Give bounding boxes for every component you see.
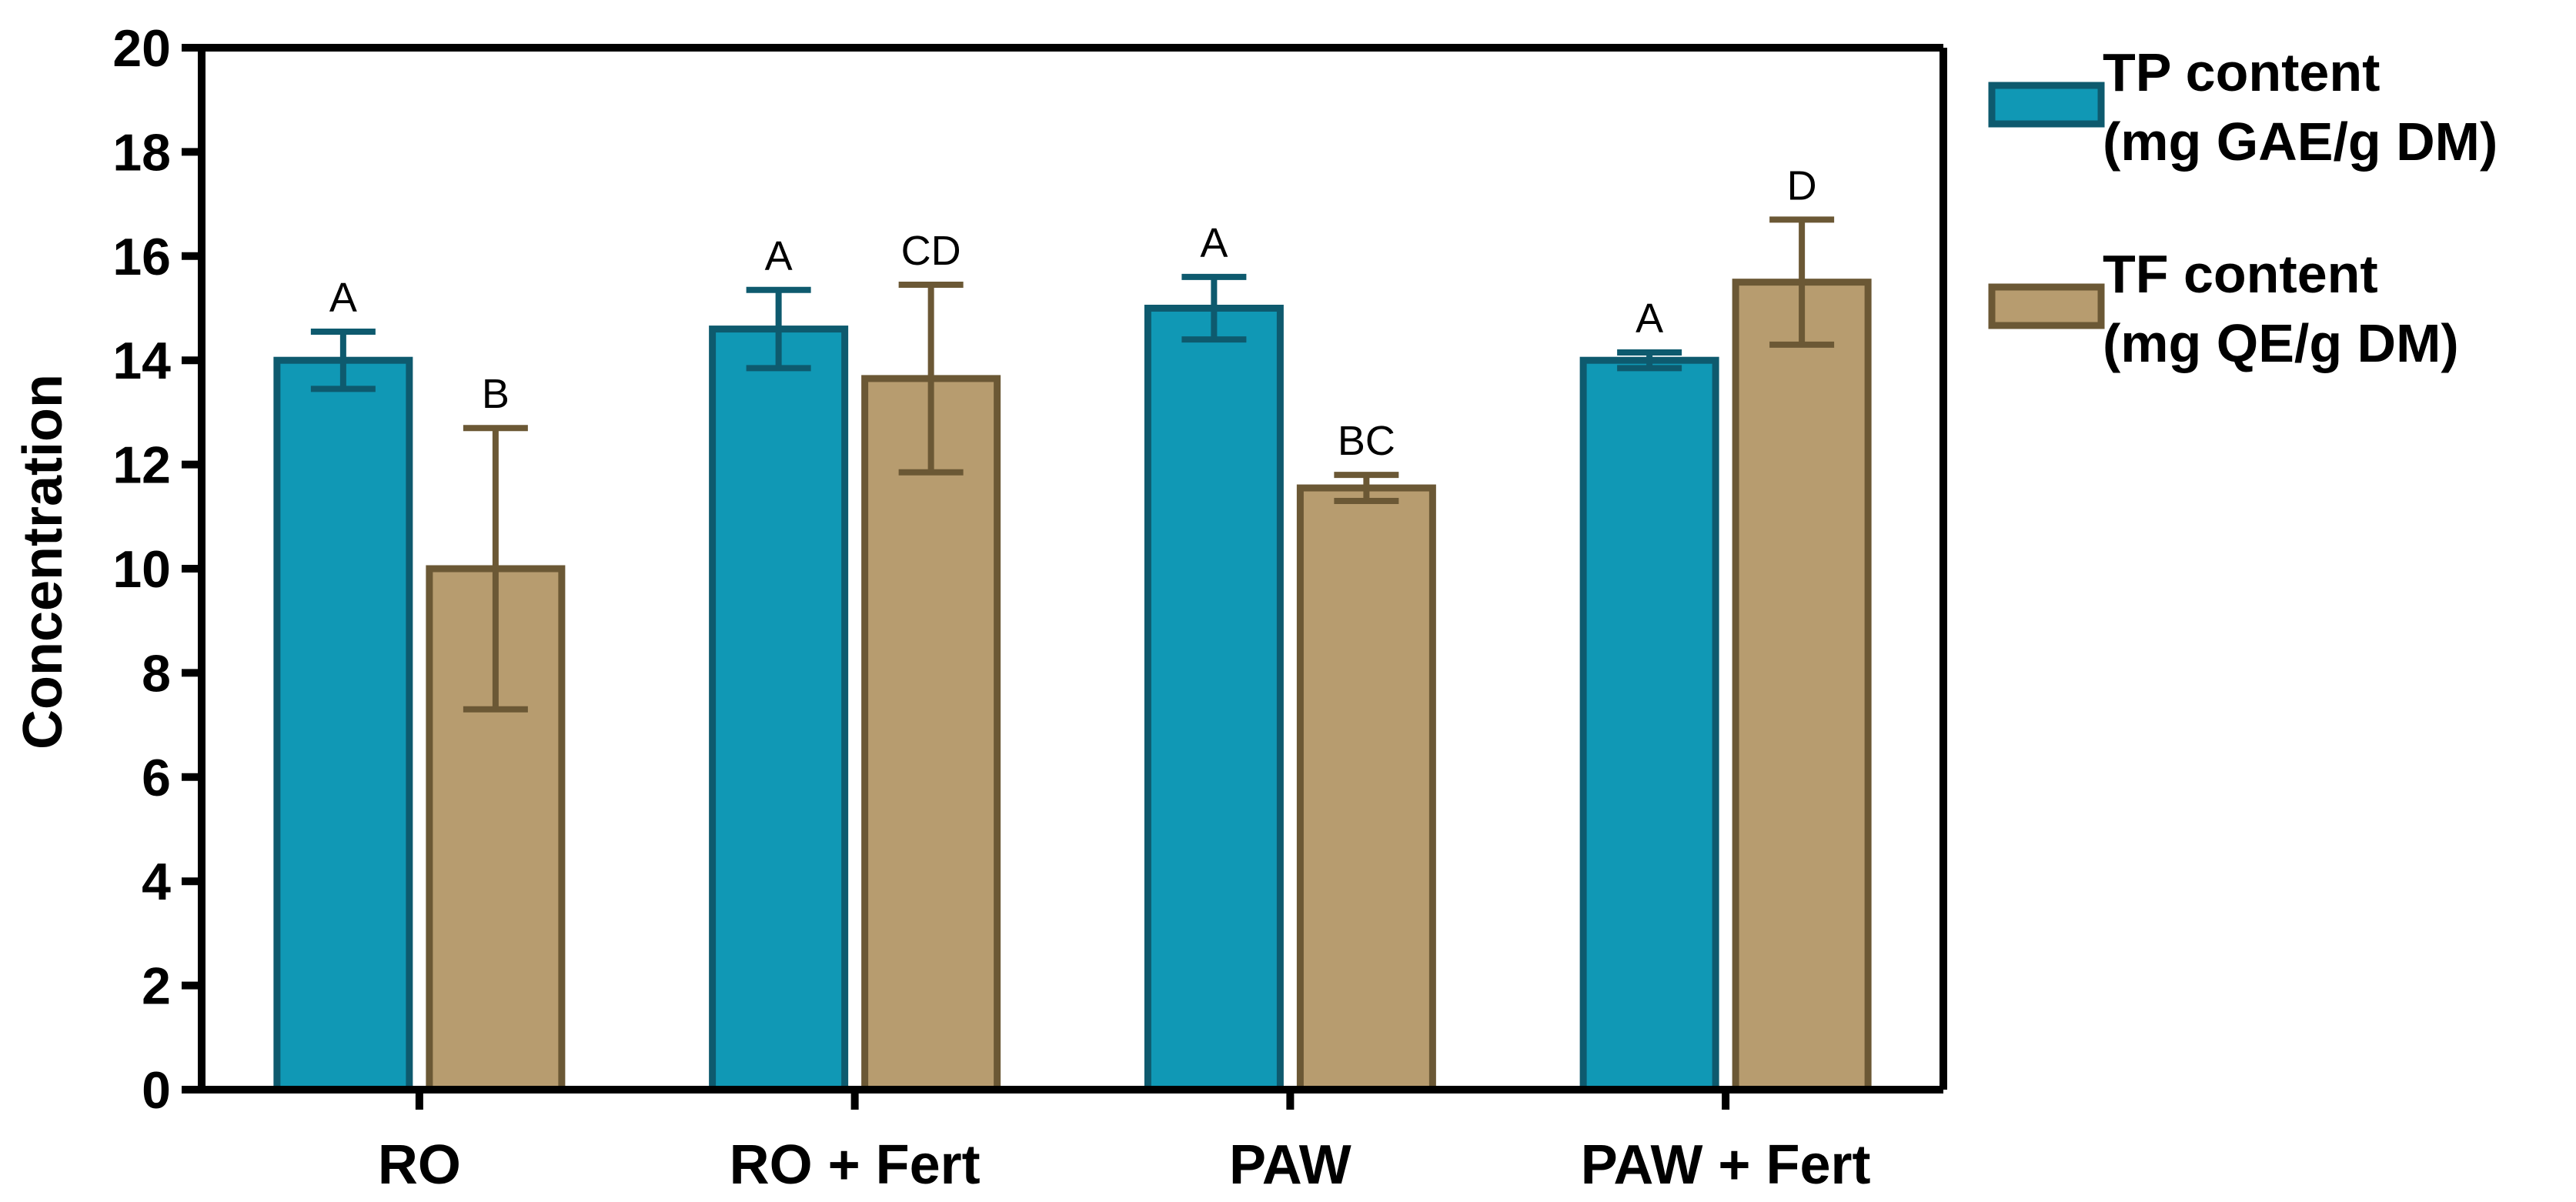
bars — [273, 216, 1872, 1093]
y-axis-title: Concentration — [12, 374, 74, 750]
legend-label-unit: (mg QE/g DM) — [2103, 313, 2459, 373]
y-tick-label: 10 — [112, 540, 171, 599]
labels: A B RO A CD RO + Fert A BC PAW A D PAW + Fert 0 2 4 6 8 1… — [112, 19, 1870, 1196]
bar-tp — [1144, 305, 1284, 1093]
bar-tf — [1732, 279, 1872, 1093]
legend-label: TP content — [2103, 42, 2380, 102]
legend: TP content (mg GAE/g DM) TF content (mg QE/… — [1988, 42, 2497, 373]
significance-letter: A — [1635, 295, 1663, 342]
axes — [182, 44, 1947, 1110]
x-tick-label: PAW + Fert — [1581, 1134, 1871, 1196]
bar-tp — [1579, 356, 1719, 1093]
significance-letter: A — [329, 275, 357, 321]
y-tick-label: 2 — [142, 957, 171, 1016]
bar-tp — [273, 356, 413, 1093]
significance-letter: A — [765, 233, 793, 279]
y-tick-label: 4 — [142, 853, 171, 911]
y-tick-label: 6 — [142, 749, 171, 807]
y-tick-label: 8 — [142, 644, 171, 703]
bar-tf — [861, 375, 1001, 1093]
y-tick-label: 20 — [112, 19, 171, 78]
significance-letter: CD — [901, 228, 961, 274]
bar-tf — [1296, 484, 1436, 1093]
significance-letter: B — [482, 371, 510, 417]
y-tick-label: 14 — [112, 332, 171, 390]
legend-swatch — [1988, 283, 2105, 329]
significance-letter: D — [1787, 162, 1817, 209]
bar-tp — [709, 326, 849, 1093]
x-tick-label: RO + Fert — [730, 1134, 981, 1196]
x-tick-label: RO — [378, 1134, 461, 1196]
y-tick-label: 16 — [112, 228, 171, 286]
y-tick-label: 0 — [142, 1061, 171, 1120]
legend-swatch — [1988, 82, 2105, 128]
legend-label: TF content — [2103, 244, 2378, 304]
significance-letter: BC — [1338, 418, 1395, 464]
y-tick-label: 12 — [112, 436, 171, 495]
y-tick-label: 18 — [112, 123, 171, 182]
legend-label-unit: (mg GAE/g DM) — [2103, 112, 2497, 172]
x-tick-label: PAW — [1229, 1134, 1351, 1196]
significance-letter: A — [1200, 220, 1228, 266]
